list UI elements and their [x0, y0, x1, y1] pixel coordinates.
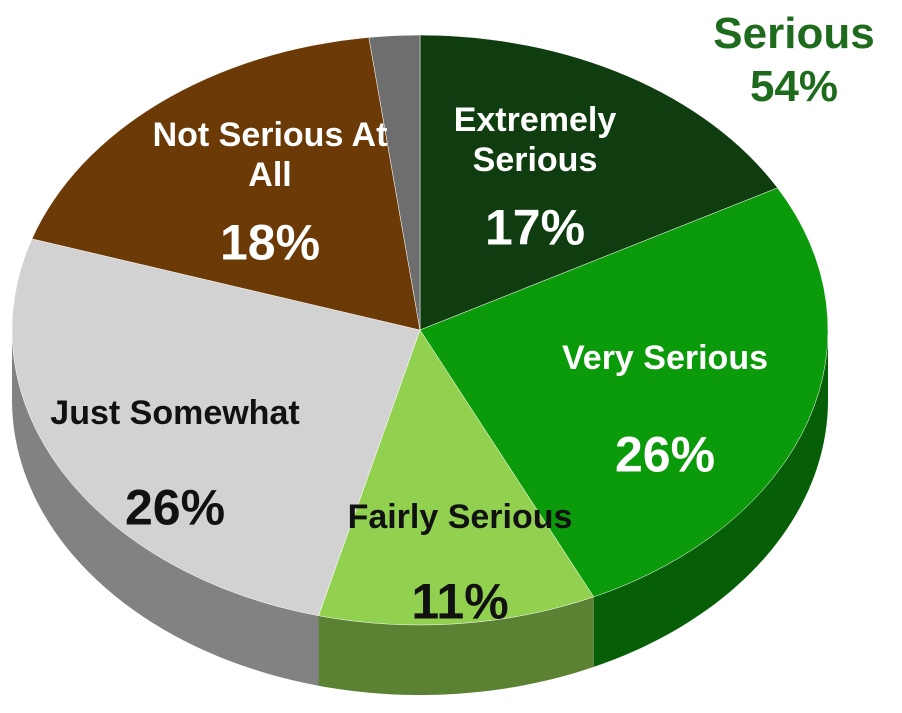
- slice-value: 18%: [219, 214, 321, 271]
- slice: [318, 329, 595, 626]
- slice-label: Not Serious At All: [152, 115, 388, 194]
- annotation-text: Serious: [713, 9, 875, 58]
- slice: [419, 187, 829, 598]
- slice-value: 17%: [484, 199, 586, 256]
- slice-value: 11%: [411, 573, 509, 630]
- slice: [368, 34, 421, 331]
- slice: [419, 34, 778, 331]
- slice-value: 26%: [614, 426, 716, 483]
- slice-label: Very Serious: [561, 338, 768, 377]
- slice-value: 26%: [124, 479, 226, 536]
- slice-label: Extremely Serious: [453, 100, 617, 179]
- annotation: Serious 54%: [694, 8, 894, 114]
- slice: [31, 37, 421, 331]
- slice-label: Fairly Serious: [347, 497, 573, 536]
- slice-side: [318, 596, 594, 695]
- slice: [11, 238, 421, 617]
- slice-side: [593, 330, 828, 667]
- annotation-value: 54%: [749, 61, 839, 111]
- slice-side: [12, 330, 319, 686]
- slice-label: Just Somewhat: [50, 393, 300, 432]
